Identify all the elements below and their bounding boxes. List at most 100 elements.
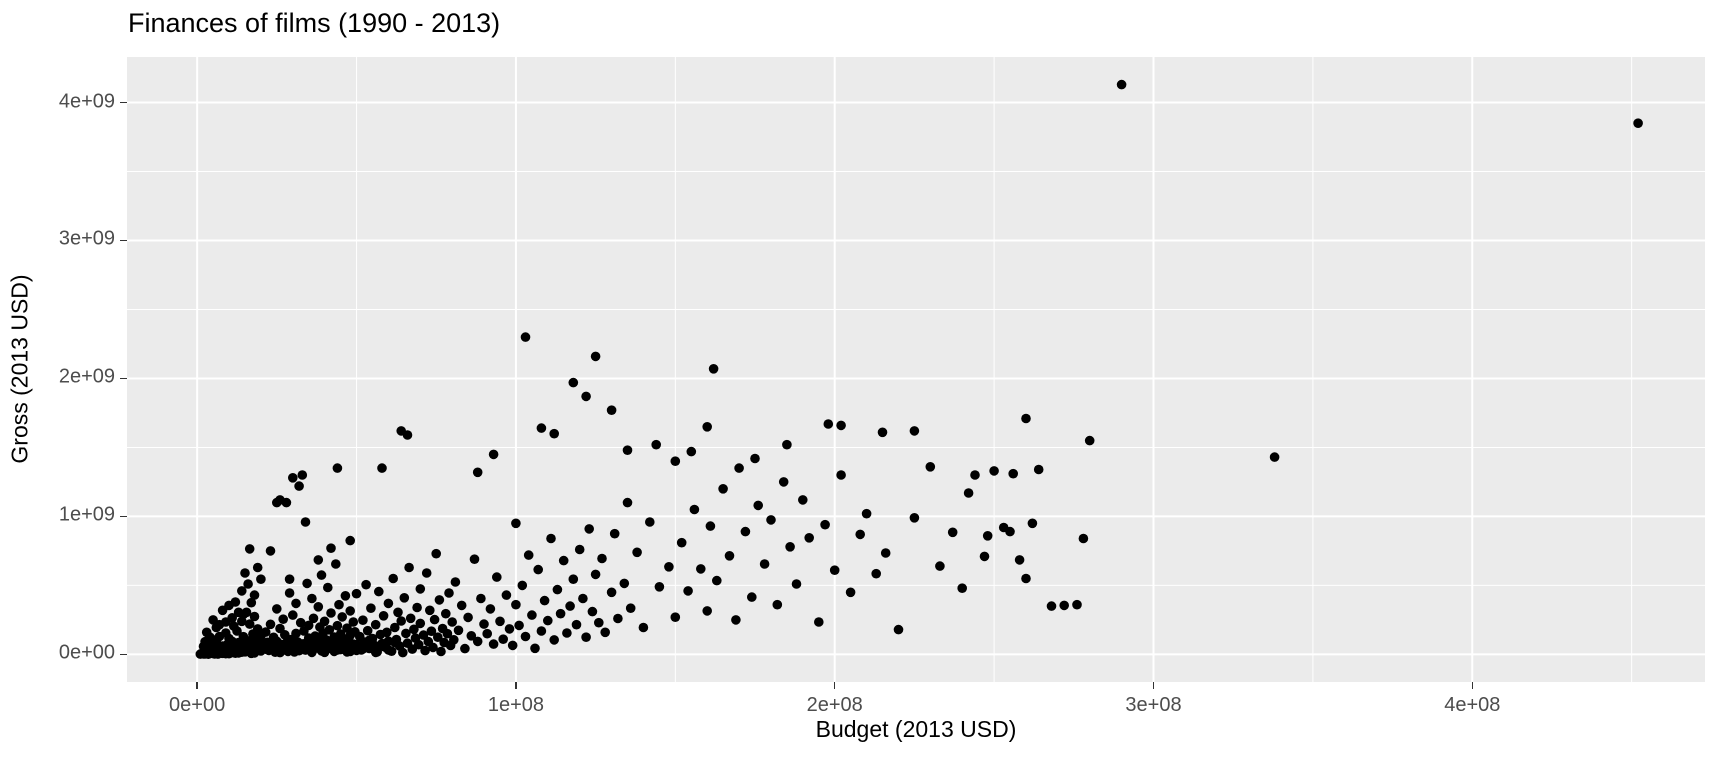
data-point <box>613 613 623 624</box>
data-point <box>265 619 276 630</box>
data-point <box>429 614 440 625</box>
data-point <box>415 584 426 594</box>
data-point <box>316 570 327 580</box>
data-point <box>590 351 601 362</box>
chart-title: Finances of films (1990 - 2013) <box>128 8 501 38</box>
data-point <box>390 637 400 648</box>
data-point <box>249 590 260 600</box>
data-point <box>492 572 502 582</box>
data-point <box>845 587 856 598</box>
data-point <box>332 620 343 631</box>
data-point <box>747 592 757 602</box>
data-point <box>307 643 317 653</box>
data-point <box>1021 413 1031 424</box>
data-point <box>450 577 461 587</box>
data-point <box>294 481 304 491</box>
data-point <box>555 608 566 619</box>
data-point <box>295 617 306 628</box>
data-point <box>520 631 531 642</box>
data-point <box>265 546 276 556</box>
data-point <box>472 636 483 647</box>
data-point <box>654 582 665 592</box>
data-point <box>319 647 330 658</box>
data-point <box>712 575 722 586</box>
data-point <box>244 544 255 554</box>
data-point <box>893 624 904 635</box>
data-point <box>829 565 840 575</box>
data-point <box>383 645 394 655</box>
data-point <box>514 620 524 631</box>
data-point <box>401 628 411 639</box>
data-point <box>449 635 459 645</box>
data-point <box>855 529 865 540</box>
data-point <box>568 377 579 388</box>
data-point <box>998 522 1009 533</box>
data-point <box>324 625 335 635</box>
data-point <box>398 647 408 658</box>
data-point <box>382 627 392 638</box>
data-point <box>750 453 760 464</box>
data-point <box>820 519 830 530</box>
data-point <box>426 626 437 636</box>
data-point <box>533 564 543 575</box>
data-point <box>606 405 617 416</box>
data-point <box>340 591 351 601</box>
data-point <box>597 553 607 564</box>
data-point <box>734 463 744 473</box>
y-tick-mark <box>120 653 127 656</box>
data-point <box>696 564 706 574</box>
data-point <box>581 391 591 402</box>
y-tick-mark <box>120 239 127 242</box>
data-point <box>288 635 298 645</box>
data-point <box>708 364 719 374</box>
data-point <box>536 423 547 433</box>
data-point <box>420 645 430 656</box>
data-point <box>527 610 537 620</box>
data-point <box>364 635 375 646</box>
data-point <box>957 583 967 593</box>
data-point <box>645 517 655 527</box>
data-point <box>877 427 888 438</box>
data-point <box>227 613 237 623</box>
data-point <box>288 610 298 620</box>
data-point <box>498 634 509 644</box>
data-point <box>782 439 792 450</box>
data-point <box>676 537 687 548</box>
data-point <box>814 617 824 627</box>
data-point <box>370 647 381 658</box>
data-point <box>785 542 795 552</box>
data-point <box>504 624 515 634</box>
data-point <box>565 601 575 611</box>
data-point <box>278 614 288 624</box>
data-point <box>546 533 556 544</box>
y-tick-mark <box>120 101 127 104</box>
data-point <box>345 535 355 546</box>
data-point <box>275 495 285 505</box>
data-point <box>670 456 681 467</box>
data-point <box>472 467 483 478</box>
x-tick-mark <box>515 682 517 689</box>
data-point <box>587 606 598 617</box>
data-point <box>412 602 422 613</box>
data-point <box>970 470 980 480</box>
data-point <box>753 500 763 511</box>
data-point <box>326 608 336 618</box>
data-point <box>224 600 234 611</box>
x-tick-label: 1e+08 <box>487 694 544 716</box>
data-point <box>393 607 403 618</box>
data-point <box>447 617 458 627</box>
data-point <box>1633 118 1643 128</box>
data-point <box>909 426 920 436</box>
data-point <box>431 548 442 559</box>
data-point <box>334 599 344 610</box>
data-point <box>409 624 419 635</box>
data-point <box>453 625 464 636</box>
data-point <box>246 597 257 608</box>
data-point <box>584 524 594 534</box>
data-point <box>370 619 381 630</box>
data-point <box>268 640 279 650</box>
data-point <box>581 632 591 642</box>
data-point <box>600 627 610 638</box>
data-point <box>578 593 588 604</box>
